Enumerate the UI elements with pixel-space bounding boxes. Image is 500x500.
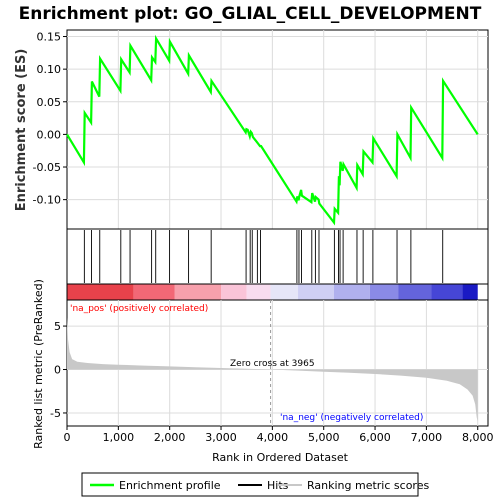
x-tick-label: 4,000 xyxy=(257,431,289,444)
color-bar-segment xyxy=(462,284,478,300)
color-bar-segment xyxy=(369,284,399,300)
metric-frame xyxy=(66,299,489,427)
hits-panel xyxy=(66,228,489,285)
color-bar-segment xyxy=(270,284,299,300)
x-tick-label: 1,000 xyxy=(103,431,135,444)
es-y-tick-label: 0.15 xyxy=(37,31,62,44)
ranked-metric-panel: 50-5 0 1,000 2,000 3,000 4,000 5,000 6,000 7,00… xyxy=(32,279,493,464)
legend: Enrichment profile Hits Ranking metric s… xyxy=(81,472,429,497)
ranking-metric-area xyxy=(67,317,478,422)
metric-y-tick-label: 0 xyxy=(54,364,61,377)
enrichment-profile-line xyxy=(66,34,479,226)
color-bar-segment xyxy=(174,284,222,300)
x-tick-label: 5,000 xyxy=(308,431,340,444)
es-panel: 0.15 0.10 0.05 0.00 -0.05 -0.10 Enrichment sc… xyxy=(14,29,489,230)
color-bar-segment xyxy=(67,284,134,300)
metric-y-tick-label: -5 xyxy=(50,407,61,420)
metric-x-ticks: 0 1,000 2,000 3,000 4,000 5,000 6,000 7,000 8,00… xyxy=(64,426,494,444)
color-bar-segment xyxy=(431,284,463,300)
color-bar-segments xyxy=(67,284,478,300)
color-bar-segment xyxy=(221,284,247,300)
x-axis-label: Rank in Ordered Dataset xyxy=(212,451,349,464)
neg-correlated-label: 'na_neg' (negatively correlated) xyxy=(280,413,423,423)
es-y-tick-label: 0.00 xyxy=(37,128,62,141)
chart-title: Enrichment plot: GO_GLIAL_CELL_DEVELOPME… xyxy=(19,4,482,24)
x-tick-label: 0 xyxy=(64,431,71,444)
zero-cross-label: Zero cross at 3965 xyxy=(230,359,315,369)
es-y-tick-label: 0.05 xyxy=(37,96,62,109)
x-tick-label: 7,000 xyxy=(411,431,443,444)
es-y-tick-label: -0.05 xyxy=(33,161,61,174)
color-bar-segment xyxy=(333,284,370,300)
hits-frame xyxy=(66,228,489,285)
es-gridlines xyxy=(67,30,488,229)
legend-label-ranking-metric: Ranking metric scores xyxy=(307,479,429,492)
hit-marks xyxy=(83,230,444,283)
pos-correlated-label: 'na_pos' (positively correlated) xyxy=(70,304,208,314)
color-bar-segment xyxy=(246,284,271,300)
legend-label-enrichment-profile: Enrichment profile xyxy=(119,479,221,492)
es-plot-frame xyxy=(66,29,489,230)
rank-color-bar xyxy=(66,283,489,301)
es-y-tick-label: -0.10 xyxy=(33,194,61,207)
metric-y-ticks: 5 0 -5 xyxy=(50,320,67,420)
x-tick-label: 8,000 xyxy=(462,431,494,444)
color-bar-segment xyxy=(398,284,432,300)
metric-y-axis-label: Ranked list metric (PreRanked) xyxy=(32,279,45,449)
x-tick-label: 2,000 xyxy=(154,431,186,444)
x-tick-label: 6,000 xyxy=(359,431,391,444)
legend-label-hits: Hits xyxy=(267,479,289,492)
color-bar-segment xyxy=(133,284,175,300)
metric-y-tick-label: 5 xyxy=(54,320,61,333)
color-bar-segment xyxy=(298,284,334,300)
es-y-tick-label: 0.10 xyxy=(37,63,62,76)
es-y-ticks: 0.15 0.10 0.05 0.00 -0.05 -0.10 xyxy=(33,31,67,207)
x-tick-label: 3,000 xyxy=(205,431,237,444)
es-y-axis-label: Enrichment score (ES) xyxy=(14,49,29,212)
